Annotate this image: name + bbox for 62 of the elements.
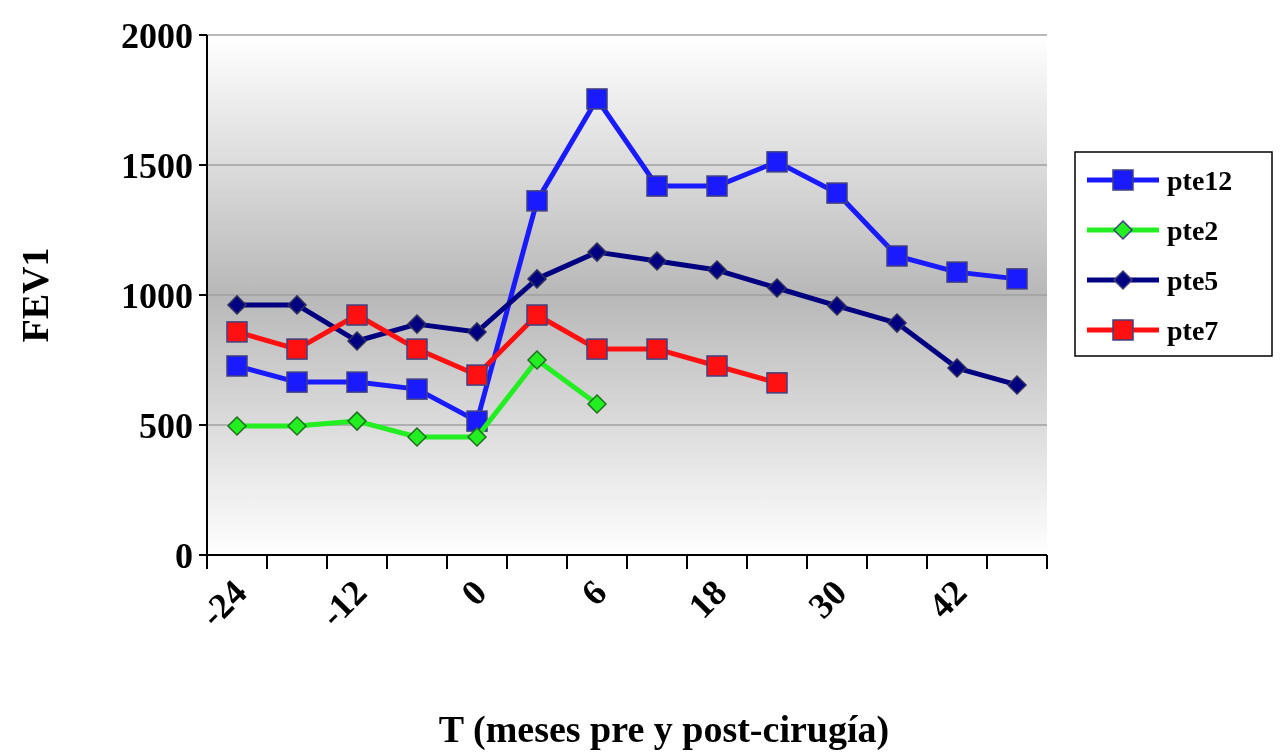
point — [947, 358, 967, 378]
x-tick-label: -24 — [192, 572, 255, 635]
point — [407, 427, 427, 447]
point — [827, 296, 847, 316]
y-tick-label: 1500 — [121, 145, 193, 186]
point — [526, 304, 548, 326]
x-tick-label: 42 — [920, 572, 975, 626]
point — [527, 350, 547, 370]
point — [706, 175, 728, 197]
point — [226, 321, 248, 343]
point — [1007, 375, 1027, 395]
point — [587, 242, 607, 262]
legend-label: pte2 — [1167, 214, 1219, 246]
point — [406, 378, 428, 400]
x-tick-label: 6 — [573, 572, 615, 614]
point — [347, 411, 367, 431]
x-tick-label: 0 — [453, 572, 495, 614]
point — [467, 322, 487, 342]
point — [286, 338, 308, 360]
legend-label: pte12 — [1167, 164, 1233, 196]
y-tick-label: 0 — [175, 535, 193, 576]
point — [287, 416, 307, 436]
point — [227, 295, 247, 315]
point — [226, 355, 248, 377]
point — [887, 313, 907, 333]
point — [346, 304, 368, 326]
point — [286, 371, 308, 393]
point — [886, 245, 908, 267]
point — [707, 260, 727, 280]
point — [766, 151, 788, 173]
point — [766, 372, 788, 394]
x-tick-label: 30 — [800, 572, 855, 626]
point — [527, 269, 547, 289]
y-tick-label: 500 — [139, 405, 193, 446]
point — [826, 182, 848, 204]
legend-label: pte7 — [1167, 314, 1219, 346]
point — [526, 190, 548, 212]
point — [1006, 268, 1028, 290]
point — [227, 416, 247, 436]
point — [946, 261, 968, 283]
point — [346, 371, 368, 393]
y-axis-title: FEV1 — [14, 247, 56, 343]
point — [646, 338, 668, 360]
x-tick-label: -12 — [312, 572, 375, 635]
point — [287, 295, 307, 315]
point — [706, 355, 728, 377]
x-axis-title: T (meses pre y post-cirugía) — [438, 708, 890, 751]
point — [466, 364, 488, 386]
x-tick-label: 18 — [680, 572, 735, 626]
point — [647, 251, 667, 271]
point — [586, 338, 608, 360]
point — [406, 338, 428, 360]
point — [347, 331, 367, 351]
point — [407, 314, 427, 334]
point — [767, 278, 787, 298]
point — [587, 394, 607, 414]
point — [586, 88, 608, 110]
legend-label: pte5 — [1167, 264, 1219, 296]
y-tick-label: 2000 — [121, 15, 193, 56]
point — [646, 175, 668, 197]
y-tick-label: 1000 — [121, 275, 193, 316]
point — [467, 427, 487, 447]
